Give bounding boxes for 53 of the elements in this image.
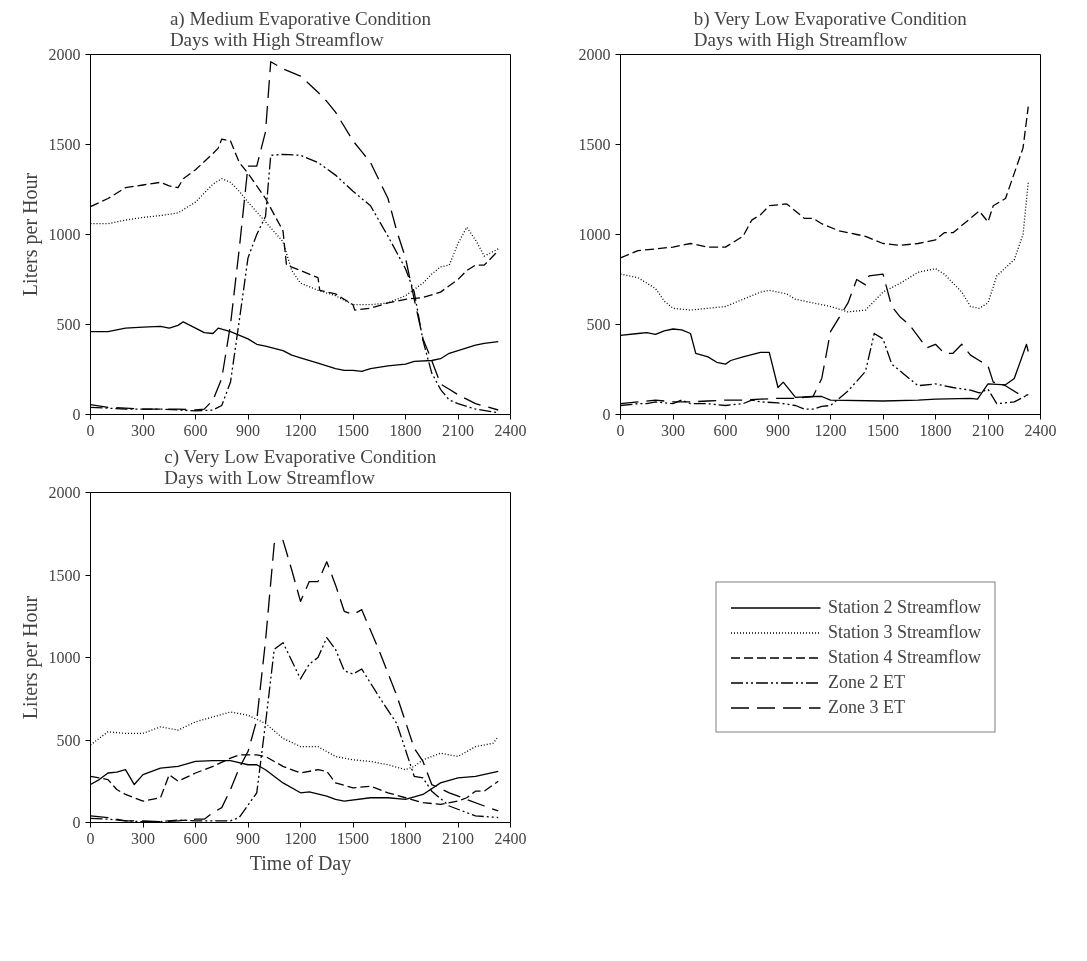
legend-label: Station 2 Streamflow — [828, 596, 981, 618]
x-tick-label: 2100 — [442, 829, 474, 847]
legend-label: Station 4 Streamflow — [828, 646, 981, 668]
legend-label: Station 3 Streamflow — [828, 621, 981, 643]
y-tick-label: 2000 — [578, 46, 611, 63]
x-tick-label: 1200 — [284, 421, 317, 439]
x-tick-label: 2100 — [442, 421, 474, 439]
x-tick-label: 900 — [236, 421, 260, 439]
y-tick-label: 1000 — [48, 226, 81, 243]
x-axis-title: Time of Day — [249, 851, 352, 875]
chart-title: a) Medium Evaporative Condition Days with High Streamflow — [169, 7, 432, 50]
y-tick-label: 500 — [56, 316, 81, 333]
x-tick-label: 1200 — [284, 829, 317, 847]
y-tick-label: 0 — [602, 406, 611, 423]
x-tick-label: 600 — [183, 829, 208, 847]
x-tick-label: 1500 — [867, 421, 899, 439]
chart-title: b) Very Low Evaporative Condition Days with High Streamflow — [693, 7, 968, 50]
x-tick-label: 1200 — [814, 421, 847, 439]
y-tick-label: 1500 — [48, 136, 81, 153]
y-tick-label: 2000 — [48, 484, 81, 501]
x-tick-label: 900 — [766, 421, 790, 439]
y-axis-title: Liters per Hour — [18, 595, 42, 720]
x-tick-label: 2400 — [494, 829, 527, 847]
y-tick-label: 500 — [586, 316, 611, 333]
x-tick-label: 1500 — [337, 829, 369, 847]
x-tick-label: 600 — [713, 421, 738, 439]
y-axis-title: Liters per Hour — [18, 172, 42, 297]
y-tick-label: 1000 — [48, 649, 81, 666]
legend-label: Zone 3 ET — [828, 696, 905, 718]
x-tick-label: 1800 — [389, 829, 422, 847]
x-tick-label: 0 — [616, 421, 625, 439]
x-tick-label: 2400 — [494, 421, 527, 439]
x-tick-label: 1800 — [919, 421, 952, 439]
y-tick-label: 2000 — [48, 46, 81, 63]
y-tick-label: 1500 — [578, 136, 611, 153]
y-tick-label: 0 — [72, 406, 81, 423]
x-tick-label: 300 — [661, 421, 685, 439]
y-tick-label: 1000 — [578, 226, 611, 243]
x-tick-label: 0 — [86, 421, 95, 439]
x-tick-label: 2400 — [1024, 421, 1057, 439]
x-tick-label: 0 — [86, 829, 95, 847]
x-tick-label: 1500 — [337, 421, 369, 439]
x-tick-label: 300 — [131, 421, 155, 439]
y-tick-label: 1500 — [48, 566, 81, 584]
legend-label: Zone 2 ET — [828, 671, 905, 693]
x-tick-label: 600 — [183, 421, 208, 439]
x-tick-label: 1800 — [389, 421, 422, 439]
x-tick-label: 300 — [131, 829, 155, 847]
y-tick-label: 0 — [72, 814, 81, 831]
chart-title: c) Very Low Evaporative Condition Days with Low Streamflow — [164, 445, 437, 488]
x-tick-label: 900 — [236, 829, 260, 847]
x-tick-label: 2100 — [972, 421, 1004, 439]
y-tick-label: 500 — [56, 731, 81, 749]
